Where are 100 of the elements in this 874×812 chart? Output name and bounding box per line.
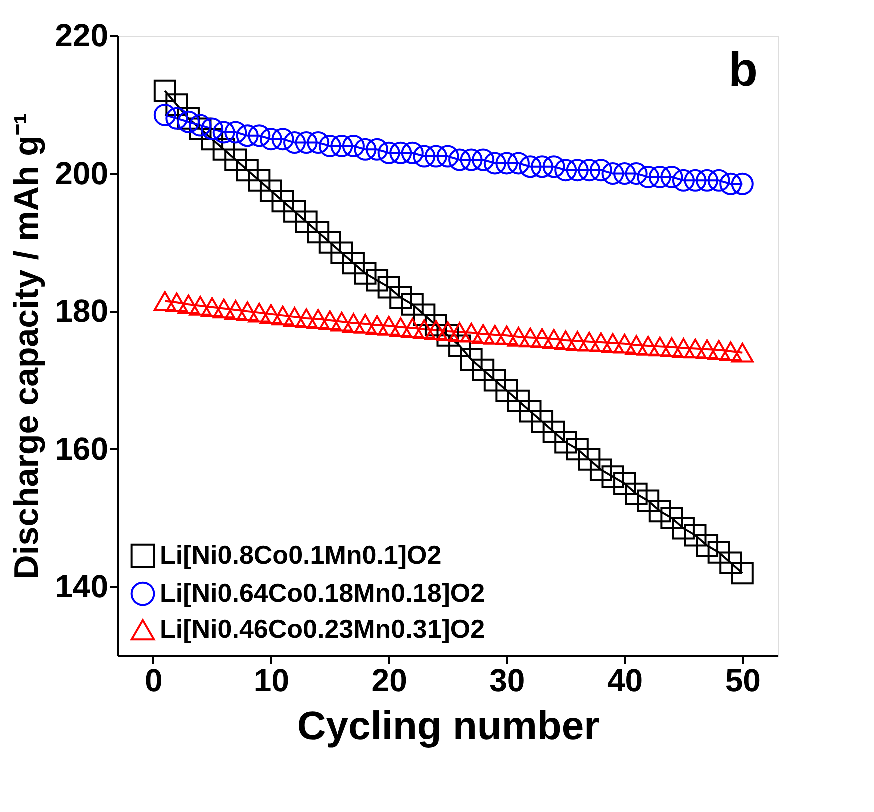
point — [390, 286, 412, 310]
point — [496, 380, 518, 402]
x-tick-label: 50 — [725, 662, 761, 698]
point — [424, 314, 448, 337]
point — [625, 335, 648, 356]
legend-label: Li[Ni0.64Co0.18Mn0.18]O2 — [160, 578, 486, 608]
point — [166, 94, 188, 116]
point — [248, 303, 271, 323]
point — [602, 162, 624, 186]
point — [602, 333, 624, 354]
point — [731, 172, 754, 196]
point — [154, 291, 176, 312]
point — [460, 348, 483, 372]
legend-label: Li[Ni0.8Co0.1Mn0.1]O2 — [160, 540, 442, 570]
point — [212, 121, 236, 144]
point — [307, 132, 330, 154]
point — [318, 310, 342, 330]
point — [708, 340, 730, 360]
point — [708, 169, 730, 192]
point — [684, 169, 707, 192]
point — [236, 124, 259, 148]
point — [720, 342, 742, 362]
point — [413, 304, 436, 326]
point — [519, 328, 542, 348]
point — [554, 159, 578, 182]
point — [424, 320, 448, 340]
point — [272, 306, 294, 326]
point — [566, 331, 589, 352]
point — [614, 472, 636, 496]
point — [637, 166, 660, 188]
point — [330, 312, 354, 332]
point — [566, 159, 589, 182]
point — [507, 327, 530, 347]
point — [614, 334, 636, 354]
point — [672, 517, 695, 540]
point — [272, 190, 294, 213]
point — [201, 128, 224, 151]
point — [330, 242, 354, 264]
point — [531, 156, 554, 178]
point — [660, 506, 684, 530]
point — [354, 314, 377, 334]
point — [448, 148, 472, 172]
point — [672, 169, 695, 192]
point — [519, 156, 542, 178]
point — [284, 200, 306, 223]
point — [154, 80, 176, 102]
point — [224, 148, 248, 172]
point — [284, 132, 306, 154]
point — [189, 118, 212, 140]
point — [177, 107, 200, 130]
point — [154, 104, 176, 126]
point — [224, 121, 248, 144]
point — [531, 328, 554, 348]
point — [672, 338, 695, 358]
point — [472, 358, 495, 382]
point — [496, 326, 518, 346]
point — [614, 162, 636, 186]
point — [260, 304, 282, 324]
point — [448, 322, 472, 342]
point — [590, 159, 612, 182]
point — [212, 298, 236, 319]
point — [460, 323, 483, 343]
point — [531, 410, 554, 434]
point — [731, 562, 754, 585]
point — [378, 316, 400, 336]
point — [212, 138, 236, 161]
point — [507, 390, 530, 412]
point — [684, 524, 707, 547]
point — [496, 152, 518, 175]
point — [625, 162, 648, 186]
point — [413, 320, 436, 340]
point — [342, 252, 365, 275]
point — [637, 490, 660, 512]
point — [484, 369, 506, 392]
point — [720, 552, 742, 574]
point — [602, 466, 624, 488]
point — [307, 309, 330, 330]
point — [507, 152, 530, 175]
point — [542, 329, 566, 349]
point — [354, 138, 377, 161]
point — [554, 431, 578, 454]
x-tick-label: 10 — [254, 662, 290, 698]
legend-label: Li[Ni0.46Co0.23Mn0.31]O2 — [160, 614, 486, 644]
point — [366, 315, 389, 336]
point — [578, 448, 601, 471]
point — [542, 420, 566, 444]
point — [201, 298, 224, 318]
point — [166, 107, 188, 130]
point — [472, 324, 495, 344]
y-tick-label: 140 — [55, 568, 108, 605]
point — [295, 308, 318, 328]
point — [401, 142, 424, 164]
point — [696, 534, 719, 558]
point — [236, 302, 259, 322]
y-axis-title: Discharge capacity / mAh g⁻¹ — [8, 113, 46, 580]
point — [660, 166, 684, 188]
point — [342, 134, 365, 158]
point — [566, 438, 589, 461]
point — [260, 128, 282, 151]
point — [260, 180, 282, 202]
